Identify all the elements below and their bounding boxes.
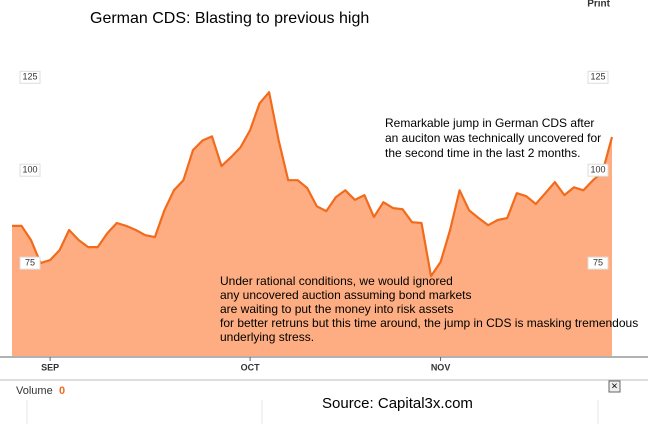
annotation-line: the second time in the last 2 months.	[385, 146, 580, 160]
x-tick-label: SEP	[41, 362, 59, 372]
annotation-line: Remarkable jump in German CDS after	[385, 116, 594, 130]
y-tick-label: 125	[590, 72, 605, 82]
y-tick-label: 125	[22, 72, 37, 82]
y-tick-label: 75	[25, 257, 35, 267]
close-icon[interactable]: ×	[611, 380, 617, 392]
volume-label: Volume	[16, 385, 53, 397]
y-tick-label: 100	[22, 165, 37, 175]
x-tick-label: OCT	[241, 362, 261, 372]
y-tick-box	[587, 256, 609, 270]
close-button[interactable]	[608, 380, 621, 393]
annotation: Remarkable jump in German CDS after an a…	[385, 116, 601, 160]
y-tick-box	[19, 256, 41, 270]
print-link[interactable]: Print	[587, 0, 610, 10]
volume-value: 0	[59, 385, 65, 397]
y-tick-box	[587, 70, 609, 84]
chart-title: German CDS: Blasting to previous high	[90, 10, 369, 27]
annotation-line: for better retruns but this time around,…	[220, 316, 638, 330]
y-tick-box	[19, 70, 41, 84]
annotation-line: are waiting to put the money into risk a…	[220, 302, 453, 316]
annotation-line: any uncovered auction assuming bond mark…	[220, 288, 471, 302]
source: Source: Capital3x.com	[322, 395, 473, 412]
y-tick-box	[19, 163, 41, 177]
x-tick-label: NOV	[431, 362, 451, 372]
plot: 75 75 100 100 125 125 SEP OCT NOV	[0, 70, 648, 372]
y-tick-box	[587, 163, 609, 177]
annotation-line: Under rational conditions, we would igno…	[220, 274, 453, 288]
y-tick-label: 75	[593, 257, 603, 267]
y-tick-label: 100	[590, 165, 605, 175]
annotation: Under rational conditions, we would igno…	[220, 274, 638, 344]
annotation-line: underlying stress.	[220, 330, 314, 344]
area-fill	[12, 92, 612, 356]
annotation-line: an auciton was technically uncovered for	[385, 131, 601, 145]
area-line	[12, 91, 614, 278]
